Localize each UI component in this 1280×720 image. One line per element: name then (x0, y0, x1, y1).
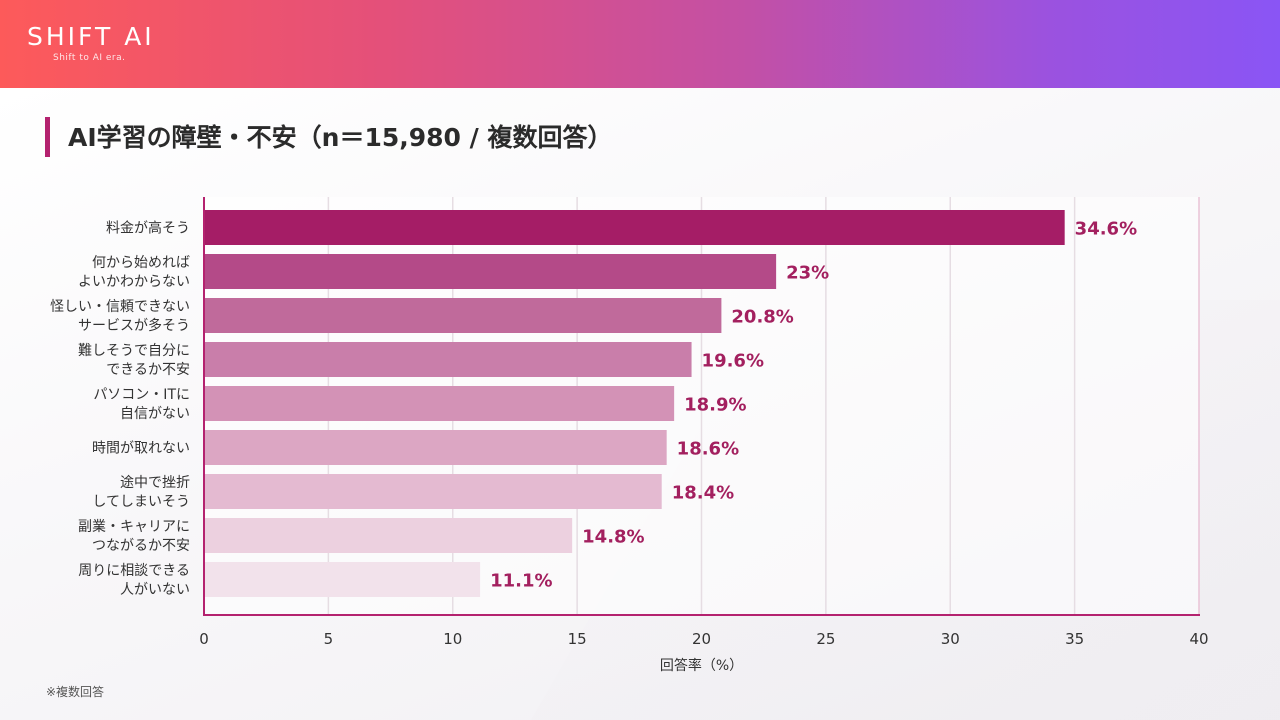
x-tick-label: 5 (324, 630, 334, 648)
x-tick-label: 0 (199, 630, 209, 648)
category-label: 時間が取れない (92, 441, 190, 457)
x-tick-label: 30 (941, 630, 960, 648)
data-label: 23% (786, 263, 829, 284)
x-tick-label: 10 (443, 630, 462, 648)
title-accent-bar (45, 117, 50, 157)
x-tick-label: 25 (816, 630, 835, 648)
data-label: 11.1% (490, 571, 552, 592)
bar (204, 562, 481, 597)
bar (204, 254, 777, 289)
category-label: 副業・キャリアに (78, 519, 190, 535)
bar (204, 210, 1065, 245)
data-label: 18.6% (677, 439, 739, 460)
category-label: 周りに相談できる (78, 563, 190, 579)
category-label: 何から始めれば (92, 255, 190, 271)
data-label: 14.8% (582, 527, 644, 548)
page-title: AI学習の障壁・不安（n＝15,980 / 複数回答） (68, 123, 613, 152)
category-label: してしまいそう (92, 494, 190, 510)
x-axis-title: 回答率（%） (660, 657, 743, 674)
bar (204, 430, 667, 465)
category-label: よいかわからない (78, 274, 190, 290)
category-label: 怪しい・信頼できない (50, 299, 190, 315)
data-label: 20.8% (731, 307, 793, 328)
category-label: つながるか不安 (92, 538, 190, 554)
category-label: 難しそうで自分に (78, 343, 190, 359)
footnote: ※複数回答 (46, 685, 105, 699)
data-label: 18.4% (672, 483, 734, 504)
bar (204, 342, 692, 377)
logo: SHIFT AI (27, 22, 155, 51)
category-label: 人がいない (120, 582, 190, 598)
data-label: 34.6% (1075, 219, 1137, 240)
x-tick-label: 15 (568, 630, 587, 648)
category-label: 自信がない (120, 406, 190, 422)
category-label: 途中で挫折 (120, 474, 190, 491)
header-banner: SHIFT AI Shift to AI era. (0, 0, 1280, 88)
bar (204, 518, 573, 553)
category-label: パソコン・ITに (93, 387, 190, 403)
x-tick-label: 20 (692, 630, 711, 648)
category-label: 料金が高そう (106, 220, 190, 237)
category-label: サービスが多そう (78, 317, 190, 334)
x-tick-label: 35 (1065, 630, 1084, 648)
logo-tagline: Shift to AI era. (53, 53, 126, 63)
bar (204, 298, 722, 333)
bar (204, 474, 662, 509)
category-label: できるか不安 (106, 362, 190, 378)
bar (204, 386, 675, 421)
x-tick-label: 40 (1189, 630, 1208, 648)
data-label: 18.9% (684, 395, 746, 416)
data-label: 19.6% (702, 351, 764, 372)
